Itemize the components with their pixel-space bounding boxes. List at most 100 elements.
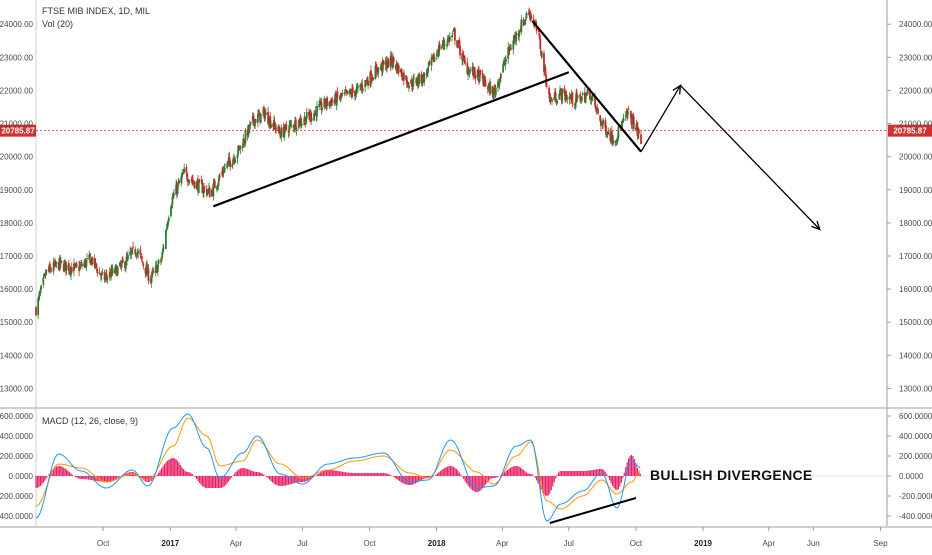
candle — [489, 81, 492, 95]
macd-tick-label-left: 600.0000 — [0, 412, 34, 421]
candle — [42, 274, 45, 288]
candle — [443, 37, 445, 51]
price-tick-label-left: 20000.00 — [0, 153, 34, 162]
axis-layer: 24000.00 24000.00 23000.00 23000.00 22000.00… — [0, 20, 932, 548]
bullish-divergence-annotation: BULLISH DIVERGENCE — [650, 467, 813, 483]
candle — [474, 71, 477, 84]
candle — [73, 258, 75, 277]
candle — [405, 74, 408, 89]
candle — [392, 55, 395, 68]
candle — [523, 19, 526, 26]
candle — [267, 106, 269, 125]
candle — [512, 35, 515, 55]
candle — [200, 175, 203, 184]
candle — [448, 32, 451, 42]
candle — [341, 89, 344, 97]
candle — [59, 255, 62, 269]
candle — [280, 124, 283, 142]
time-tick-label: Apr — [230, 539, 243, 548]
candle — [580, 101, 583, 104]
candle — [362, 88, 364, 93]
candle — [40, 284, 43, 293]
macd-signal-line — [35, 417, 641, 510]
candle — [278, 126, 281, 136]
macd-line — [35, 413, 641, 522]
price-tick-label-right: 21000.00 — [899, 120, 932, 129]
trendline — [531, 20, 642, 153]
candle — [218, 174, 221, 183]
candle — [438, 40, 441, 53]
candle — [459, 40, 461, 60]
candle — [351, 83, 354, 98]
candle — [188, 179, 191, 186]
candle — [423, 72, 426, 86]
candle — [328, 101, 331, 109]
candle — [140, 253, 143, 262]
time-tick-label: Apr — [496, 539, 509, 548]
candle — [270, 120, 272, 129]
candle — [500, 72, 502, 83]
candle — [75, 262, 78, 268]
candle — [45, 269, 48, 277]
last-price-badge-right: 20785.87 — [888, 124, 932, 137]
candle — [605, 121, 607, 138]
candle — [116, 266, 119, 276]
price-tick-label-right: 15000.00 — [899, 318, 932, 327]
svg-text:20785.87: 20785.87 — [893, 127, 927, 136]
candle — [518, 31, 521, 42]
candle — [142, 262, 145, 270]
candle — [566, 94, 569, 104]
candle — [413, 73, 415, 79]
price-tick-label-left: 15000.00 — [0, 318, 34, 327]
candle — [310, 117, 313, 123]
candle — [346, 90, 349, 95]
symbol-title: FTSE MIB INDEX, 1D, MIL — [42, 6, 150, 16]
candle — [239, 145, 242, 155]
volume-label: Vol (20) — [42, 19, 73, 29]
candle — [436, 48, 439, 57]
price-tick-label-right: 16000.00 — [899, 285, 932, 294]
candle — [370, 76, 373, 85]
candle — [539, 34, 542, 52]
candle — [571, 91, 574, 108]
candle — [345, 89, 348, 96]
time-tick-label: Oct — [363, 539, 376, 548]
candle — [105, 269, 108, 283]
candle — [427, 67, 429, 77]
macd-tick-label-left: -200.0000 — [0, 492, 34, 501]
time-tick-label: Oct — [97, 539, 110, 548]
candle — [152, 267, 155, 274]
candle — [129, 247, 132, 260]
candle — [162, 243, 164, 255]
candle — [50, 267, 53, 273]
price-tick-label-right: 19000.00 — [899, 186, 932, 195]
candle — [226, 162, 229, 170]
candle — [263, 106, 266, 122]
price-tick-label-left: 23000.00 — [0, 53, 34, 62]
candle — [150, 277, 153, 288]
candle — [385, 55, 388, 72]
candle — [402, 69, 405, 86]
candle — [617, 125, 620, 142]
candle — [505, 54, 507, 65]
candle — [275, 124, 278, 135]
candle — [85, 260, 88, 272]
price-tick-label-right: 13000.00 — [899, 384, 932, 393]
candle — [236, 153, 239, 164]
candle — [249, 121, 252, 126]
candle — [81, 260, 83, 269]
candle — [412, 74, 415, 90]
price-tick-label-left: 19000.00 — [0, 186, 34, 195]
candle — [127, 250, 129, 262]
candle — [428, 59, 431, 67]
candle — [622, 113, 625, 124]
macd-tick-label-left: 200.0000 — [0, 452, 34, 461]
candle — [316, 101, 318, 122]
last-price-badge-left: 20785.87 — [0, 124, 36, 137]
candle — [540, 51, 543, 60]
candle — [376, 72, 379, 76]
macd-label: MACD (12, 26, close, 9) — [42, 416, 138, 426]
candle — [289, 120, 291, 130]
candle — [99, 272, 102, 276]
candle — [607, 127, 610, 136]
